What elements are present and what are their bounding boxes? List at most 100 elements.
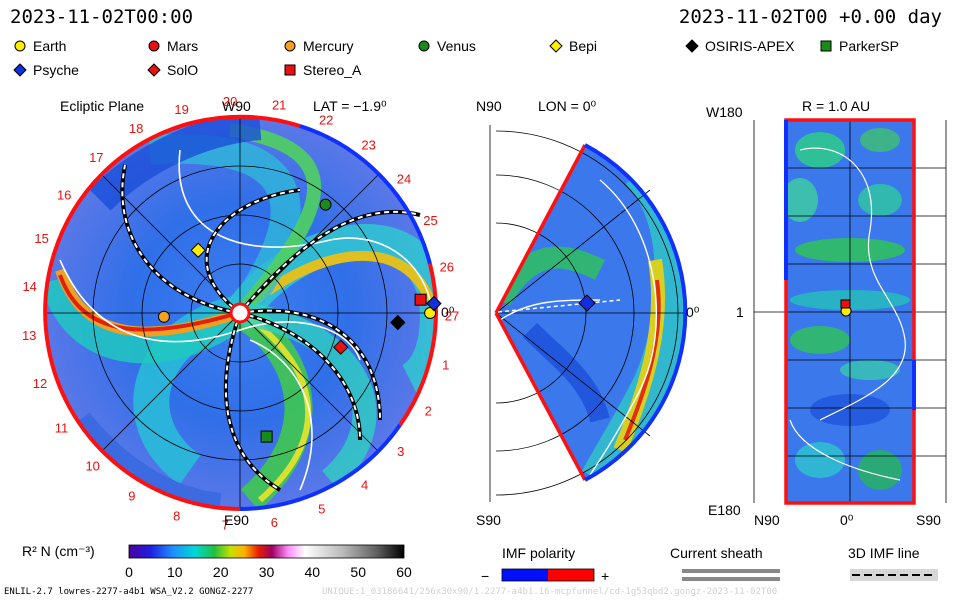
diamond-marker-icon bbox=[13, 63, 27, 77]
square-marker-icon bbox=[284, 64, 296, 76]
diamond-marker-icon bbox=[147, 63, 161, 77]
meridional-density-map bbox=[496, 145, 686, 480]
ecliptic-top-label: W90 bbox=[222, 98, 251, 114]
legend-label: Earth bbox=[33, 38, 67, 54]
legend-item-psyche: Psyche bbox=[12, 62, 79, 78]
current-sheath-swatch-2 bbox=[682, 577, 780, 581]
sector-number: 5 bbox=[318, 502, 325, 517]
legend-item-solo: SolO bbox=[146, 62, 198, 78]
body-earth bbox=[424, 307, 437, 319]
ecliptic-right-label: 0⁰ bbox=[441, 304, 455, 320]
sector-number: 16 bbox=[57, 188, 71, 203]
radial-x-left: N90 bbox=[754, 512, 780, 528]
colorbar-tick: 30 bbox=[259, 564, 275, 580]
colorbar-tick: 40 bbox=[305, 564, 321, 580]
colorbar-tick: 60 bbox=[396, 564, 412, 580]
sector-number: 14 bbox=[22, 279, 36, 294]
sector-number: 6 bbox=[271, 515, 278, 530]
sector-number: 4 bbox=[361, 478, 368, 493]
sector-number: 17 bbox=[89, 150, 103, 165]
sector-number: 24 bbox=[397, 172, 411, 187]
legend-label: Mars bbox=[167, 38, 199, 54]
meridional-psyche-marker bbox=[578, 294, 596, 312]
imf-positive-bar bbox=[548, 569, 594, 581]
legend-label: SolO bbox=[167, 62, 199, 78]
sector-number: 3 bbox=[397, 444, 404, 459]
body-stereo-a bbox=[414, 293, 427, 306]
legend-item-earth: Earth bbox=[12, 38, 66, 54]
meridional-right-label: 0⁰ bbox=[686, 304, 700, 320]
sector-number: 25 bbox=[423, 213, 437, 228]
radial-y-bottom: E180 bbox=[708, 502, 741, 518]
square-marker-icon bbox=[820, 40, 832, 52]
colorbar-ticks: 0 10 20 30 40 50 60 bbox=[125, 564, 412, 580]
radial-x-right: S90 bbox=[916, 512, 941, 528]
circle-marker-icon bbox=[14, 40, 26, 52]
meridional-polarity-arc bbox=[584, 143, 688, 482]
footer-run-id: UNIQUE:1_03186641/256x30x90/1.2277-a4b1.… bbox=[322, 587, 778, 597]
meridional-edge bbox=[494, 144, 587, 481]
radial-r-label: R = 1.0 AU bbox=[802, 98, 870, 114]
radial-x-mid: 0⁰ bbox=[840, 512, 854, 528]
ecliptic-polarity-ring bbox=[43, 114, 438, 511]
sector-number: 20 bbox=[223, 94, 237, 109]
diamond-marker-icon bbox=[685, 39, 699, 53]
circle-marker-icon bbox=[284, 40, 296, 52]
legend-label: OSIRIS-APEX bbox=[705, 38, 795, 54]
meridional-lon-label: LON = 0⁰ bbox=[538, 98, 597, 114]
legend-label: Venus bbox=[437, 38, 476, 54]
legend-label: ParkerSP bbox=[839, 38, 899, 54]
ecliptic-title: Ecliptic Plane bbox=[60, 98, 144, 114]
body-mercury bbox=[157, 310, 170, 323]
legend-label: Stereo_A bbox=[303, 62, 362, 78]
sector-number: 1 bbox=[442, 357, 449, 372]
colorbar-tick: 50 bbox=[350, 564, 366, 580]
sector-number: 26 bbox=[440, 260, 454, 275]
diamond-marker-icon bbox=[549, 39, 563, 53]
imf-negative-bar bbox=[502, 569, 548, 581]
sun-marker bbox=[229, 302, 251, 324]
legend-item-venus: Venus bbox=[416, 38, 476, 54]
ecliptic-bottom-label: E90 bbox=[224, 512, 249, 528]
ecliptic-lat-label: LAT = −1.9⁰ bbox=[313, 98, 387, 114]
sector-number: 8 bbox=[173, 508, 180, 523]
legend-item-osiris-apex: OSIRIS-APEX bbox=[684, 38, 794, 54]
sector-number: 12 bbox=[33, 376, 47, 391]
body-bepi bbox=[190, 242, 206, 258]
sector-number: 23 bbox=[361, 137, 375, 152]
sector-number: 27 bbox=[445, 309, 459, 324]
sector-number: 18 bbox=[129, 121, 143, 136]
radial-y-mid: 1 bbox=[736, 304, 744, 320]
sector-number: 11 bbox=[55, 420, 69, 435]
sector-number: 19 bbox=[174, 102, 188, 117]
imf-minus: − bbox=[481, 568, 489, 584]
legend-label: Psyche bbox=[33, 62, 79, 78]
legend-item-mars: Mars bbox=[146, 38, 198, 54]
colorbar bbox=[128, 544, 405, 559]
radial-current-sheath bbox=[789, 147, 906, 481]
radial-y-top: W180 bbox=[706, 104, 743, 120]
colorbar-tick: 20 bbox=[213, 564, 229, 580]
body-parkersp bbox=[260, 430, 273, 443]
circle-marker-icon bbox=[148, 40, 160, 52]
sector-number: 15 bbox=[34, 231, 48, 246]
ecliptic-imf-lines bbox=[120, 164, 421, 492]
imf-line-title: 3D IMF line bbox=[848, 545, 920, 561]
imf-title: IMF polarity bbox=[502, 545, 575, 561]
body-venus bbox=[319, 198, 332, 211]
meridional-bottom-label: S90 bbox=[476, 512, 501, 528]
body-solo bbox=[333, 339, 349, 355]
sector-number: 7 bbox=[222, 518, 229, 533]
legend-item-stereo-a: Stereo_A bbox=[282, 62, 361, 78]
sector-number: 21 bbox=[272, 98, 286, 113]
ecliptic-bodies bbox=[157, 198, 442, 443]
radial-stereo-marker bbox=[840, 299, 851, 309]
ecliptic-current-sheath bbox=[59, 149, 431, 491]
sector-number: 2 bbox=[425, 403, 432, 418]
imf-plus: + bbox=[601, 568, 609, 584]
sector-number: 9 bbox=[128, 488, 135, 503]
current-sheath-title: Current sheath bbox=[670, 545, 763, 561]
radial-edge bbox=[784, 118, 916, 505]
